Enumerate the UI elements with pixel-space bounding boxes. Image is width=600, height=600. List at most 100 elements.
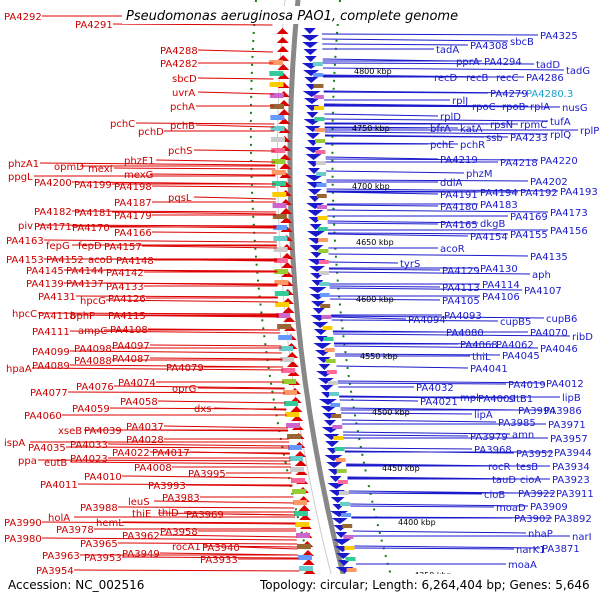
gene-label-left: PA4033 bbox=[70, 440, 108, 451]
gene-label-left: PA4139 bbox=[26, 279, 64, 290]
reverse-gene-arrow bbox=[309, 224, 322, 230]
feature-block bbox=[335, 458, 346, 462]
feature-block bbox=[289, 456, 304, 461]
connector-line bbox=[325, 158, 539, 161]
connector-line bbox=[350, 503, 529, 507]
gene-label-right: PA4191 bbox=[440, 190, 478, 201]
gene-label-left: dxs bbox=[194, 404, 211, 415]
kbp-marker: 4450 kbp bbox=[382, 464, 420, 473]
gene-label-right: PA4021 bbox=[420, 397, 458, 408]
connector-line bbox=[112, 23, 273, 26]
connector-line bbox=[195, 124, 275, 128]
connector-line bbox=[327, 232, 509, 235]
feature-block bbox=[345, 557, 356, 561]
gene-label-left: eutB bbox=[44, 458, 67, 469]
connector-line bbox=[69, 330, 281, 334]
forward-gene-arrow bbox=[280, 208, 293, 214]
title-background bbox=[122, 6, 452, 24]
connector-line bbox=[197, 387, 285, 390]
gene-label-right: PA4180 bbox=[440, 202, 478, 213]
reverse-gene-arrow bbox=[311, 301, 326, 307]
feature-block bbox=[319, 282, 330, 286]
feature-block bbox=[316, 194, 327, 198]
connector-line bbox=[37, 312, 279, 315]
gene-label-right: nusG bbox=[562, 103, 588, 114]
gene-label-right: pchE bbox=[430, 140, 455, 151]
reverse-gene-arrow bbox=[307, 210, 324, 216]
feature-block bbox=[269, 71, 284, 76]
gene-label-right: PA4012 bbox=[546, 379, 584, 390]
gene-label-right: sbcB bbox=[510, 37, 534, 48]
connector-line bbox=[193, 196, 276, 200]
connector-line bbox=[185, 484, 293, 487]
gene-label-right: PA3968 bbox=[474, 445, 512, 456]
gene-label-left: pchA bbox=[170, 102, 195, 113]
connector-line bbox=[327, 209, 549, 213]
reverse-gene-arrow bbox=[304, 77, 319, 83]
feature-block bbox=[338, 491, 349, 495]
gene-label-right: PA4193 bbox=[560, 187, 598, 198]
feature-block bbox=[314, 117, 325, 121]
feature-block bbox=[318, 238, 329, 242]
feature-block bbox=[317, 205, 328, 209]
forward-gene-arrow bbox=[277, 64, 290, 70]
connector-line bbox=[323, 90, 525, 94]
gene-label-right: tyrS bbox=[400, 259, 420, 270]
gene-label-left: PA4163 bbox=[6, 236, 44, 247]
connector-line bbox=[31, 367, 284, 371]
connector-line bbox=[325, 142, 459, 145]
gene-label-right: PA4045 bbox=[502, 351, 540, 362]
reverse-gene-arrow bbox=[331, 518, 348, 524]
reverse-gene-arrow bbox=[318, 364, 331, 370]
gene-label-left: PA4039 bbox=[84, 426, 122, 437]
feature-block bbox=[272, 203, 287, 208]
connector-line bbox=[331, 319, 499, 322]
connector-line bbox=[149, 357, 283, 360]
forward-gene-arrow bbox=[281, 253, 294, 259]
gene-label-right: phzM bbox=[466, 169, 493, 180]
gene-label-left: leuS bbox=[128, 497, 150, 508]
feature-block bbox=[340, 502, 350, 506]
feature-block bbox=[322, 326, 333, 330]
gene-label-right: PA4094 bbox=[408, 315, 446, 326]
feature-block bbox=[292, 489, 307, 494]
connector-line bbox=[321, 33, 539, 36]
connector-line bbox=[69, 461, 291, 465]
forward-gene-arrow bbox=[302, 550, 314, 556]
feature-block bbox=[330, 403, 341, 407]
gene-label-right: PA4135 bbox=[530, 252, 568, 263]
gene-label-left: PA4077 bbox=[30, 388, 68, 399]
gene-label-right: PA4173 bbox=[550, 208, 588, 219]
reverse-gene-arrow bbox=[308, 168, 321, 174]
gene-label-right: narI bbox=[572, 532, 592, 543]
connector-line bbox=[333, 333, 571, 337]
feature-block bbox=[270, 104, 285, 109]
forward-gene-arrow bbox=[286, 352, 299, 358]
feature-block bbox=[294, 522, 309, 527]
gene-label-right: PA3909 bbox=[530, 502, 568, 513]
connector-line bbox=[324, 113, 439, 117]
gene-label-left: rocA1 bbox=[172, 542, 201, 553]
connector-line bbox=[69, 350, 282, 354]
gene-label-right: bfrA bbox=[430, 124, 451, 135]
connector-line bbox=[37, 459, 291, 462]
gene-label-right: tufA bbox=[550, 117, 571, 128]
feature-block bbox=[281, 368, 296, 373]
reverse-gene-arrow bbox=[303, 98, 320, 104]
gene-label-right: cioA bbox=[520, 475, 541, 486]
connector-line bbox=[343, 434, 469, 437]
reverse-gene-arrow bbox=[332, 539, 351, 545]
connector-line bbox=[327, 233, 469, 237]
reverse-gene-arrow bbox=[306, 112, 319, 118]
gene-label-right: rplJ bbox=[452, 96, 468, 107]
gene-label-left: thiE bbox=[132, 509, 151, 520]
gene-label-left: hpaA bbox=[6, 364, 32, 375]
connector-line bbox=[354, 547, 515, 550]
feature-block bbox=[287, 434, 302, 439]
gene-label-right: moaA bbox=[508, 560, 537, 571]
gene-label-left: PA4182 bbox=[34, 207, 72, 218]
gene-label-right: PA4183 bbox=[480, 200, 518, 211]
connector-line bbox=[117, 542, 298, 545]
feature-block bbox=[297, 555, 312, 560]
gc-content-track bbox=[249, 0, 321, 600]
